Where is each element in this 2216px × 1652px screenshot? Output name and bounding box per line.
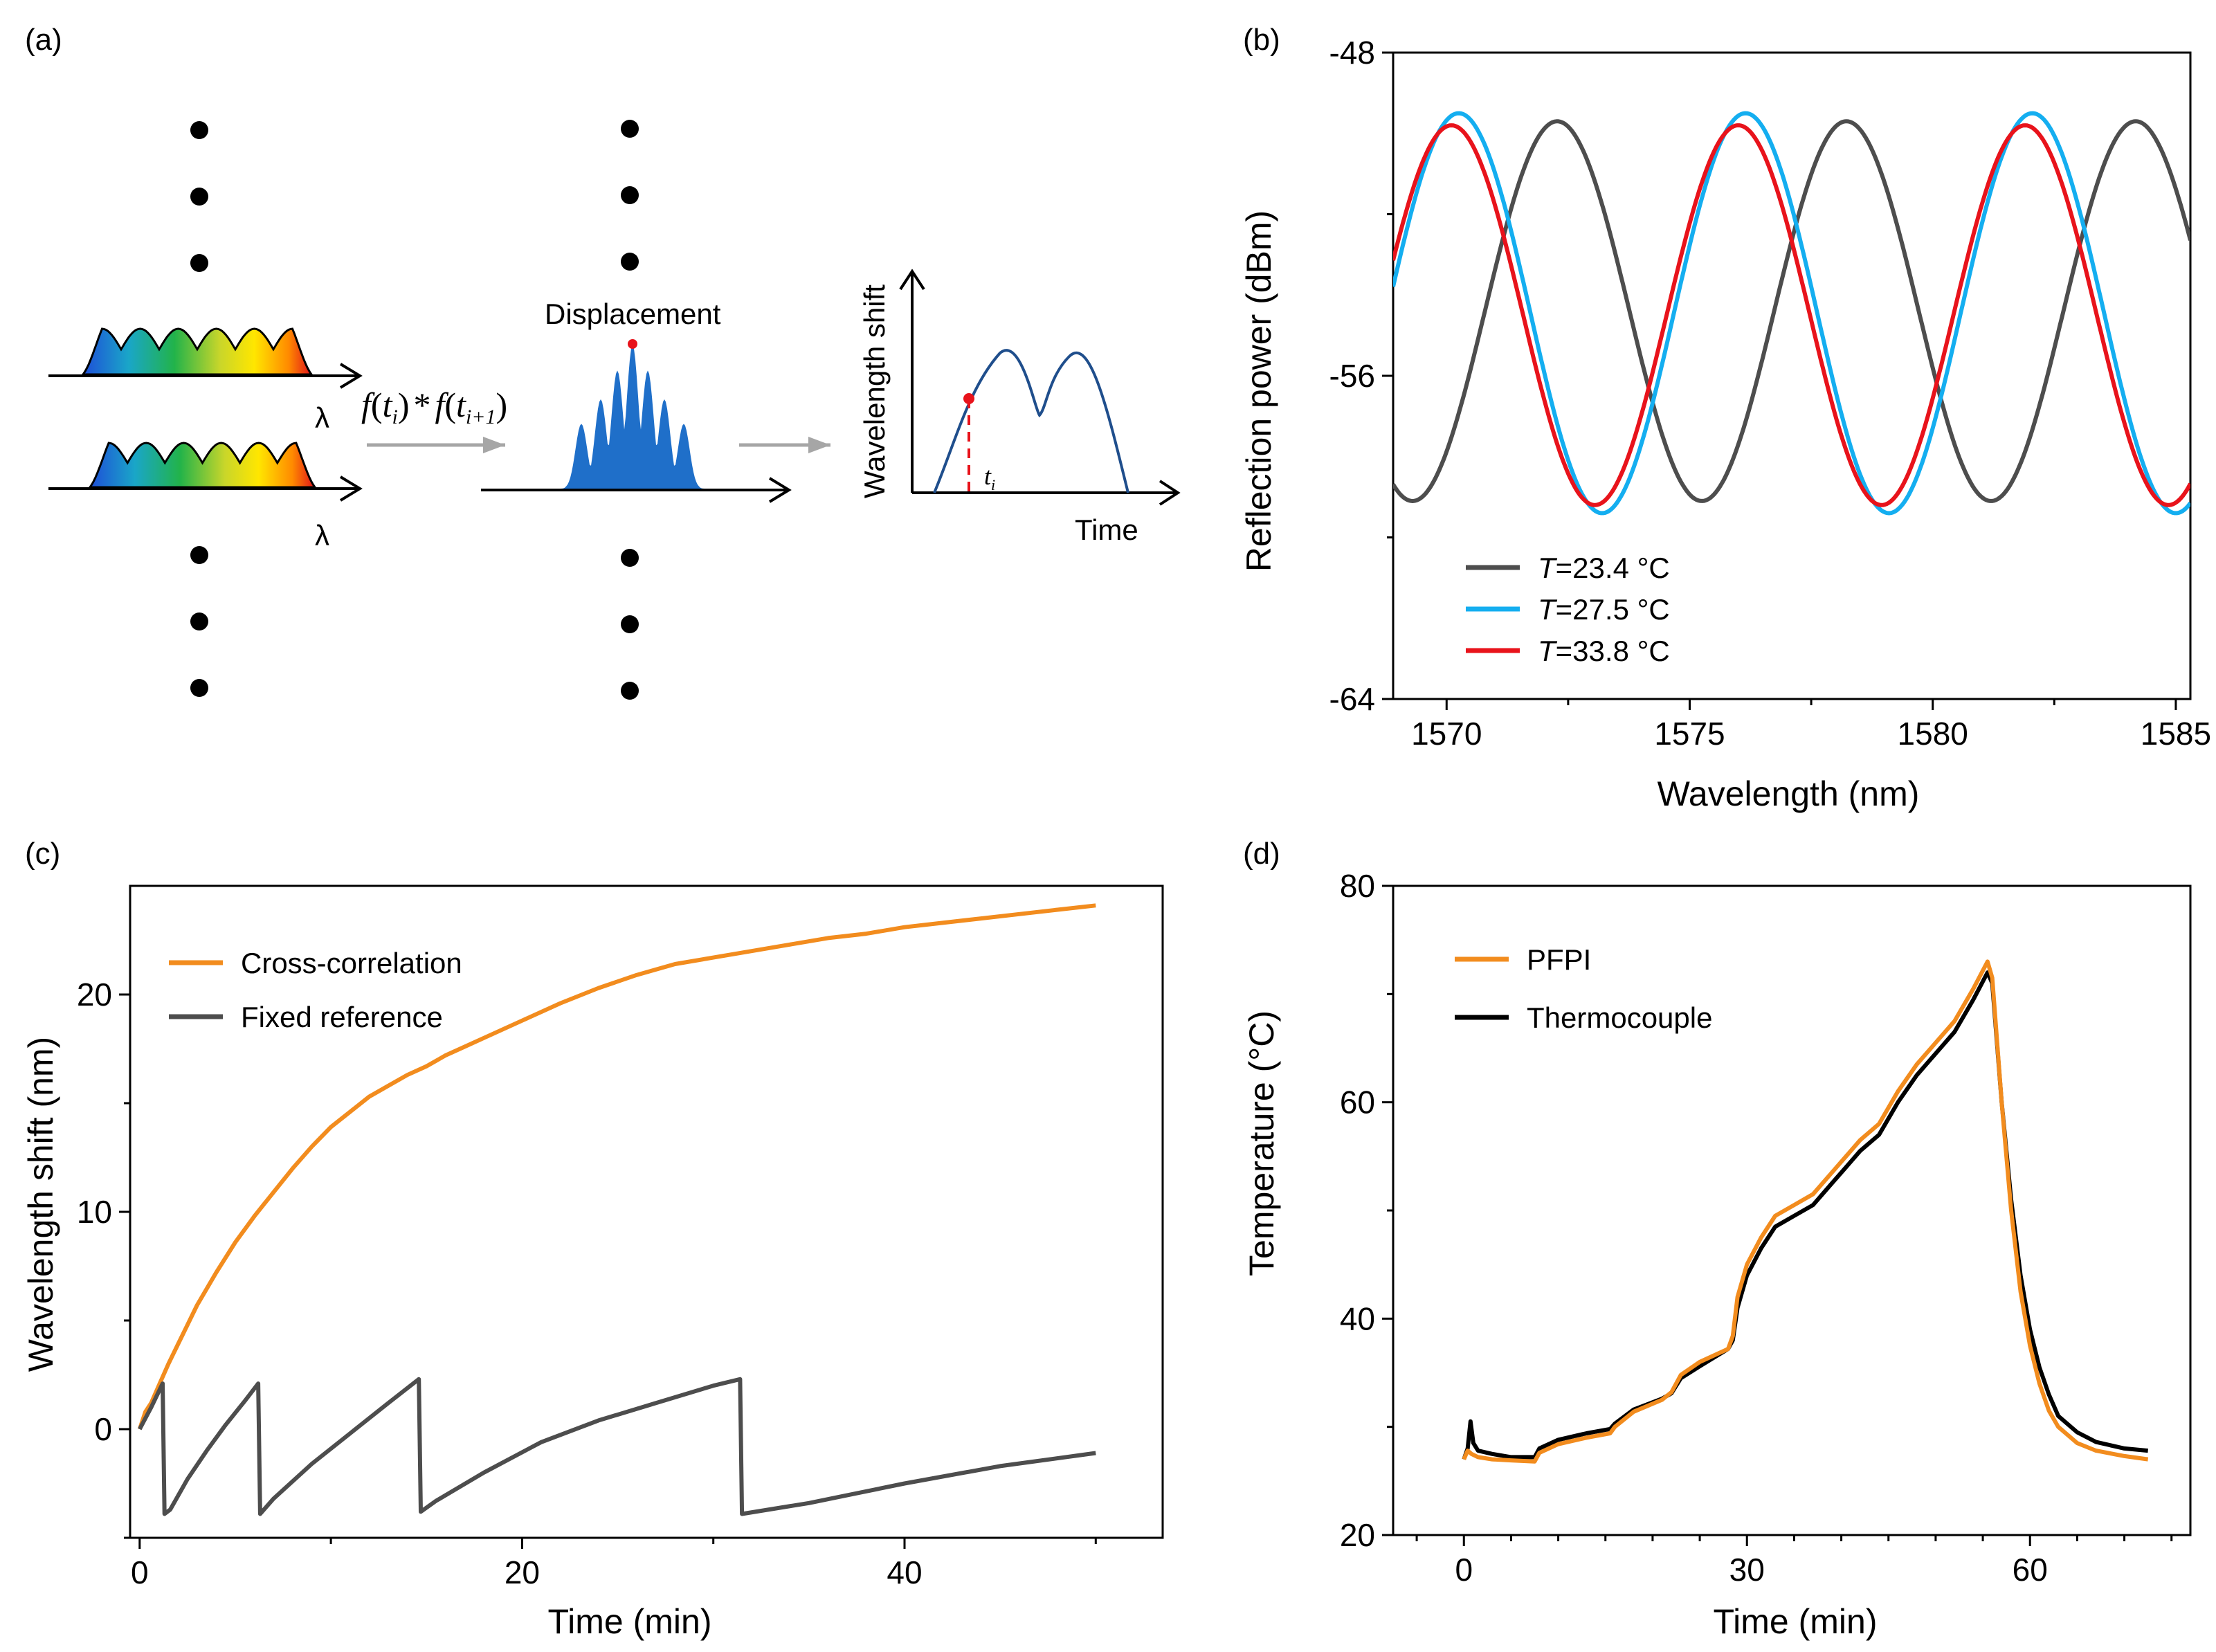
- chart-d-ylabel: Temperature (°C): [1242, 1010, 1281, 1276]
- chart-b-ylabel: Reflection power (dBm): [1239, 210, 1278, 572]
- spectrum-chart: 1570 1575 1580 1585 -48 -56 -64 T=23.4 °C T=27.5…: [1329, 35, 2212, 752]
- y-tick-label: 10: [77, 1194, 112, 1230]
- x-tick-label: 0: [1455, 1552, 1473, 1588]
- inset-marker-label: ti: [984, 462, 995, 493]
- x-tick-label: 60: [2013, 1552, 2048, 1588]
- displacement-label: Displacement: [545, 298, 721, 330]
- y-tick-label: 60: [1340, 1084, 1375, 1120]
- x-tick-label: 1575: [1654, 716, 1725, 752]
- correlation-peak-icon: [481, 339, 792, 503]
- series-line-t-33-8-c: [1393, 123, 2190, 507]
- plot-frame: [129, 884, 1164, 1539]
- series-line-fixed-reference: [138, 1377, 1096, 1516]
- plot-frame: [1392, 51, 2192, 700]
- legend-label: T=33.8 °C: [1538, 635, 1670, 667]
- y-tick-label: 20: [1340, 1517, 1375, 1553]
- series-line-pfpi: [1462, 959, 2149, 1464]
- x-tick-label: 40: [887, 1554, 922, 1590]
- lambda-axis-label: λ: [315, 401, 329, 434]
- x-tick-label: 1570: [1411, 716, 1482, 752]
- spectrum-comb-icon: [48, 327, 363, 389]
- inset-xlabel: Time: [1075, 514, 1138, 546]
- y-tick-label: -56: [1329, 358, 1375, 394]
- spectrum-comb-icon: [48, 442, 363, 502]
- legend-label: Thermocouple: [1527, 1001, 1712, 1034]
- time-trace-icon: [899, 269, 1181, 506]
- x-tick-label: 0: [131, 1554, 149, 1590]
- temperature-chart: 0 30 60 20 40 60 80 PFPI Thermocouple: [1340, 868, 2192, 1588]
- series-line-cross-correlation: [137, 903, 1096, 1430]
- series-line-t-27-5-c: [1393, 111, 2190, 516]
- panel-label-b: (b): [1243, 23, 1280, 57]
- chart-d-xlabel: Time (min): [1713, 1602, 1877, 1641]
- correlation-formula: f(ti) * f(ti+1): [361, 385, 507, 428]
- ellipsis-dots-icon: [190, 120, 639, 700]
- panel-label-d: (d): [1243, 837, 1280, 871]
- chart-b-xlabel: Wavelength (nm): [1658, 774, 1920, 813]
- inset-ylabel: Wavelength shift: [858, 284, 891, 498]
- schematic-panel: λ λ f(ti) * f(ti+1) Displacement: [48, 120, 1181, 700]
- legend-label: PFPI: [1527, 943, 1591, 976]
- y-tick-label: 20: [77, 977, 112, 1013]
- wavelength-shift-chart: 0 20 40 0 10 20 Cross-correlation Fixed referen…: [77, 884, 1164, 1590]
- chart-c-xlabel: Time (min): [547, 1602, 711, 1641]
- lambda-axis-label: λ: [315, 519, 329, 552]
- x-tick-label: 30: [1729, 1552, 1765, 1588]
- x-tick-label: 20: [505, 1554, 540, 1590]
- y-tick-label: 0: [94, 1411, 112, 1447]
- panel-label-a: (a): [25, 23, 62, 57]
- y-tick-label: -48: [1329, 35, 1375, 71]
- legend-label: T=27.5 °C: [1538, 593, 1670, 626]
- series-line-thermocouple: [1462, 970, 2148, 1460]
- legend-label: T=23.4 °C: [1538, 552, 1670, 584]
- y-tick-label: 40: [1340, 1300, 1375, 1336]
- panel-label-c: (c): [25, 837, 60, 871]
- y-tick-label: 80: [1340, 868, 1375, 904]
- x-tick-label: 1585: [2141, 716, 2211, 752]
- y-tick-label: -64: [1329, 681, 1375, 717]
- legend-label: Cross-correlation: [241, 947, 462, 979]
- chart-c-ylabel: Wavelength shift (nm): [21, 1037, 60, 1372]
- legend-label: Fixed reference: [241, 1001, 443, 1033]
- x-tick-label: 1580: [1898, 716, 1968, 752]
